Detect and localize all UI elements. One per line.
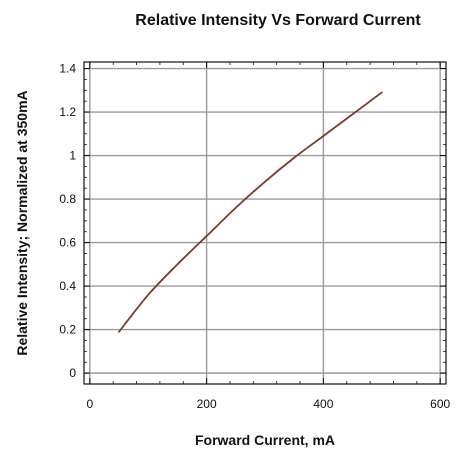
y-tick-label: 0.4	[59, 279, 76, 293]
x-tick-label: 200	[197, 397, 217, 411]
y-tick-label: 0.2	[59, 323, 76, 337]
y-tick-label: 0.8	[59, 192, 76, 206]
tick-marks	[84, 62, 446, 385]
x-tick-label: 600	[430, 397, 450, 411]
y-tick-label: 1.2	[59, 105, 76, 119]
x-tick-labels: 0 200 400 600	[86, 397, 450, 411]
y-tick-labels: 0 0.2 0.4 0.6 0.8 1 1.2 1.4	[59, 62, 76, 381]
series-layer	[118, 91, 383, 333]
y-tick-label: 0	[69, 366, 76, 380]
y-tick-label: 1.4	[59, 62, 76, 76]
y-tick-label: 1	[69, 149, 76, 163]
x-axis-label: Forward Current, mA	[195, 432, 335, 448]
y-tick-label: 0.6	[59, 236, 76, 250]
y-axis-label: Relative Intensity; Normalized at 350mA	[14, 90, 30, 355]
x-tick-label: 400	[313, 397, 333, 411]
series-line	[118, 91, 383, 333]
plot-area-frame	[83, 61, 447, 385]
chart-title: Relative Intensity Vs Forward Current	[135, 12, 421, 29]
grid-lines	[84, 62, 446, 384]
x-tick-label: 0	[86, 397, 93, 411]
